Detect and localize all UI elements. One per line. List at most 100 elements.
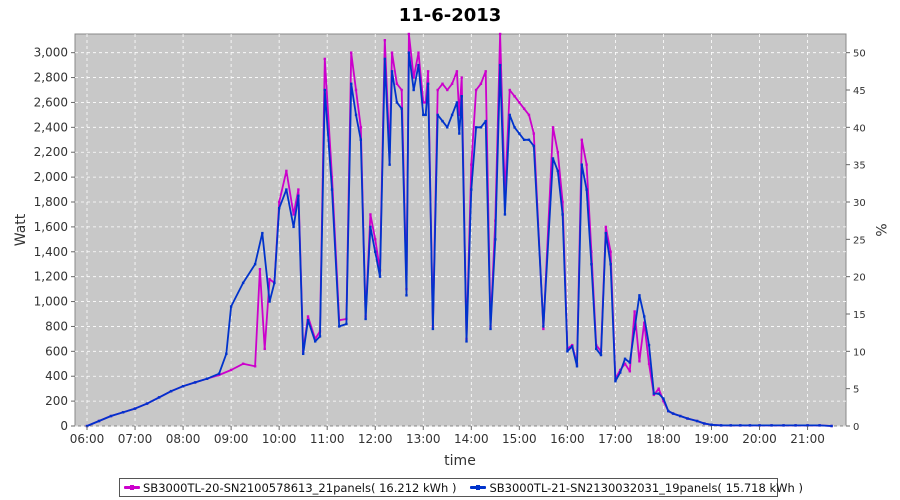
series-2-point-21	[292, 225, 295, 229]
series-1-point-81	[585, 163, 588, 166]
x-tick-label-7: 13:00	[406, 432, 441, 446]
series-2-point-9	[193, 381, 197, 384]
series-2-point-43	[405, 294, 408, 297]
series-2-point-50	[431, 327, 435, 331]
series-2-point-70	[522, 138, 526, 141]
series-2-point-74	[551, 157, 555, 160]
legend-item-series-2: SB3000TL-21-SN2130032031_19panels( 15.71…	[470, 480, 803, 495]
series-2-point-61	[479, 126, 483, 129]
series-1-point-80	[580, 138, 583, 141]
y-tick-label-3: 600	[45, 344, 68, 358]
series-2-point-26	[318, 335, 322, 338]
series-1-point-42	[400, 88, 403, 92]
chart-title: 11-6-2013	[399, 5, 502, 26]
series-1-point-11	[217, 373, 221, 377]
series-1-point-49	[426, 70, 430, 73]
y-tick-label-5: 1,000	[34, 295, 68, 309]
series-2-point-56	[458, 132, 461, 135]
series-2-point-59	[470, 188, 473, 191]
series-1-point-53	[446, 88, 449, 92]
series-2-point-92	[638, 294, 641, 297]
x-tick-label-1: 07:00	[118, 432, 153, 446]
series-2-point-51	[436, 113, 439, 117]
series-2-point-99	[671, 412, 675, 415]
series-2-point-8	[181, 384, 185, 388]
series-1-point-95	[652, 393, 656, 397]
series-2-point-87	[614, 380, 617, 383]
series-1-point-33	[359, 126, 363, 129]
series-2-point-32	[354, 113, 358, 117]
series-2-point-4	[133, 407, 137, 410]
power-line-chart: 11-6-2013 02004006008001,0001,2001,4001,…	[13, 5, 888, 469]
series-2-point-97	[662, 397, 665, 400]
series-2-point-67	[508, 113, 511, 117]
series-2-point-35	[369, 225, 372, 229]
series-1-point-46	[417, 51, 420, 54]
legend: SB3000TL-20-SN2100578613_21panels( 16.21…	[119, 478, 803, 497]
series-1-point-40	[390, 51, 394, 54]
series-2-point-94	[647, 343, 651, 347]
series-lines	[85, 32, 833, 428]
x-tick-label-4: 10:00	[262, 432, 297, 446]
series-2-point-105	[719, 424, 723, 427]
series-1-point-48	[424, 101, 427, 104]
x-tick-label-11: 17:00	[598, 432, 633, 446]
y-axis-title: Watt	[13, 213, 29, 246]
series-2-point-31	[350, 82, 353, 85]
series-2-point-3	[121, 411, 125, 414]
series-1-point-38	[383, 39, 387, 42]
series-2-point-73	[542, 325, 545, 328]
series-2-point-38	[383, 57, 387, 61]
x-tick-label-13: 19:00	[694, 432, 729, 446]
series-2-point-77	[566, 350, 569, 353]
series-1-point-19	[277, 200, 281, 204]
series-1-point-45	[412, 76, 415, 79]
series-2-point-24	[306, 319, 310, 322]
x-tick-label-8: 14:00	[454, 432, 489, 446]
series-1-point-91	[633, 310, 636, 313]
series-1-point-55	[455, 70, 459, 73]
series-1-point-69	[518, 101, 521, 104]
y-tick-label-7: 1,400	[34, 245, 68, 259]
series-1-point-56	[458, 113, 461, 117]
y-tick-label-4: 800	[45, 319, 68, 333]
series-2-point-41	[395, 101, 399, 104]
series-2-point-102	[695, 419, 699, 423]
series-2-point-78	[570, 345, 574, 348]
y2-tick-label-2: 10	[853, 347, 866, 358]
series-1-point-16	[263, 347, 266, 351]
series-1-point-41	[395, 82, 399, 85]
series-1-point-12	[229, 368, 233, 372]
series-2-point-79	[575, 365, 579, 368]
y-tick-label-0: 0	[60, 419, 68, 433]
series-1-point-92	[638, 360, 641, 363]
y-tick-label-8: 1,600	[34, 220, 68, 234]
y-tick-label-12: 2,400	[34, 120, 68, 134]
series-2-point-14	[241, 281, 245, 285]
series-2-point-23	[301, 352, 305, 356]
series-1-point-97	[662, 399, 665, 403]
y2-tick-label-6: 30	[853, 198, 866, 209]
series-2-point-16	[261, 231, 264, 235]
series-2-point-25	[313, 340, 317, 343]
series-2-point-113	[806, 424, 809, 427]
series-2-point-93	[643, 315, 646, 318]
legend-label-series-2: SB3000TL-21-SN2130032031_19panels( 15.71…	[489, 480, 803, 495]
series-2-point-110	[770, 424, 773, 427]
series-2-point-33	[359, 138, 363, 141]
series-2-point-54	[450, 113, 454, 117]
series-1-point-60	[474, 88, 478, 92]
series-1-point-73	[542, 327, 545, 331]
series-1-point-75	[556, 151, 559, 154]
y2-tick-label-0: 0	[853, 422, 859, 433]
series-1-point-71	[527, 113, 531, 117]
series-1-point-59	[470, 163, 473, 166]
series-2-point-60	[474, 126, 478, 129]
series-2-point-107	[739, 424, 742, 427]
y-tick-label-2: 400	[45, 369, 68, 383]
series-1-point-85	[604, 225, 608, 229]
series-2-point-115	[830, 424, 833, 428]
series-2-point-75	[556, 169, 559, 173]
series-2-point-37	[378, 275, 382, 278]
y2-tick-label-8: 40	[853, 123, 866, 134]
